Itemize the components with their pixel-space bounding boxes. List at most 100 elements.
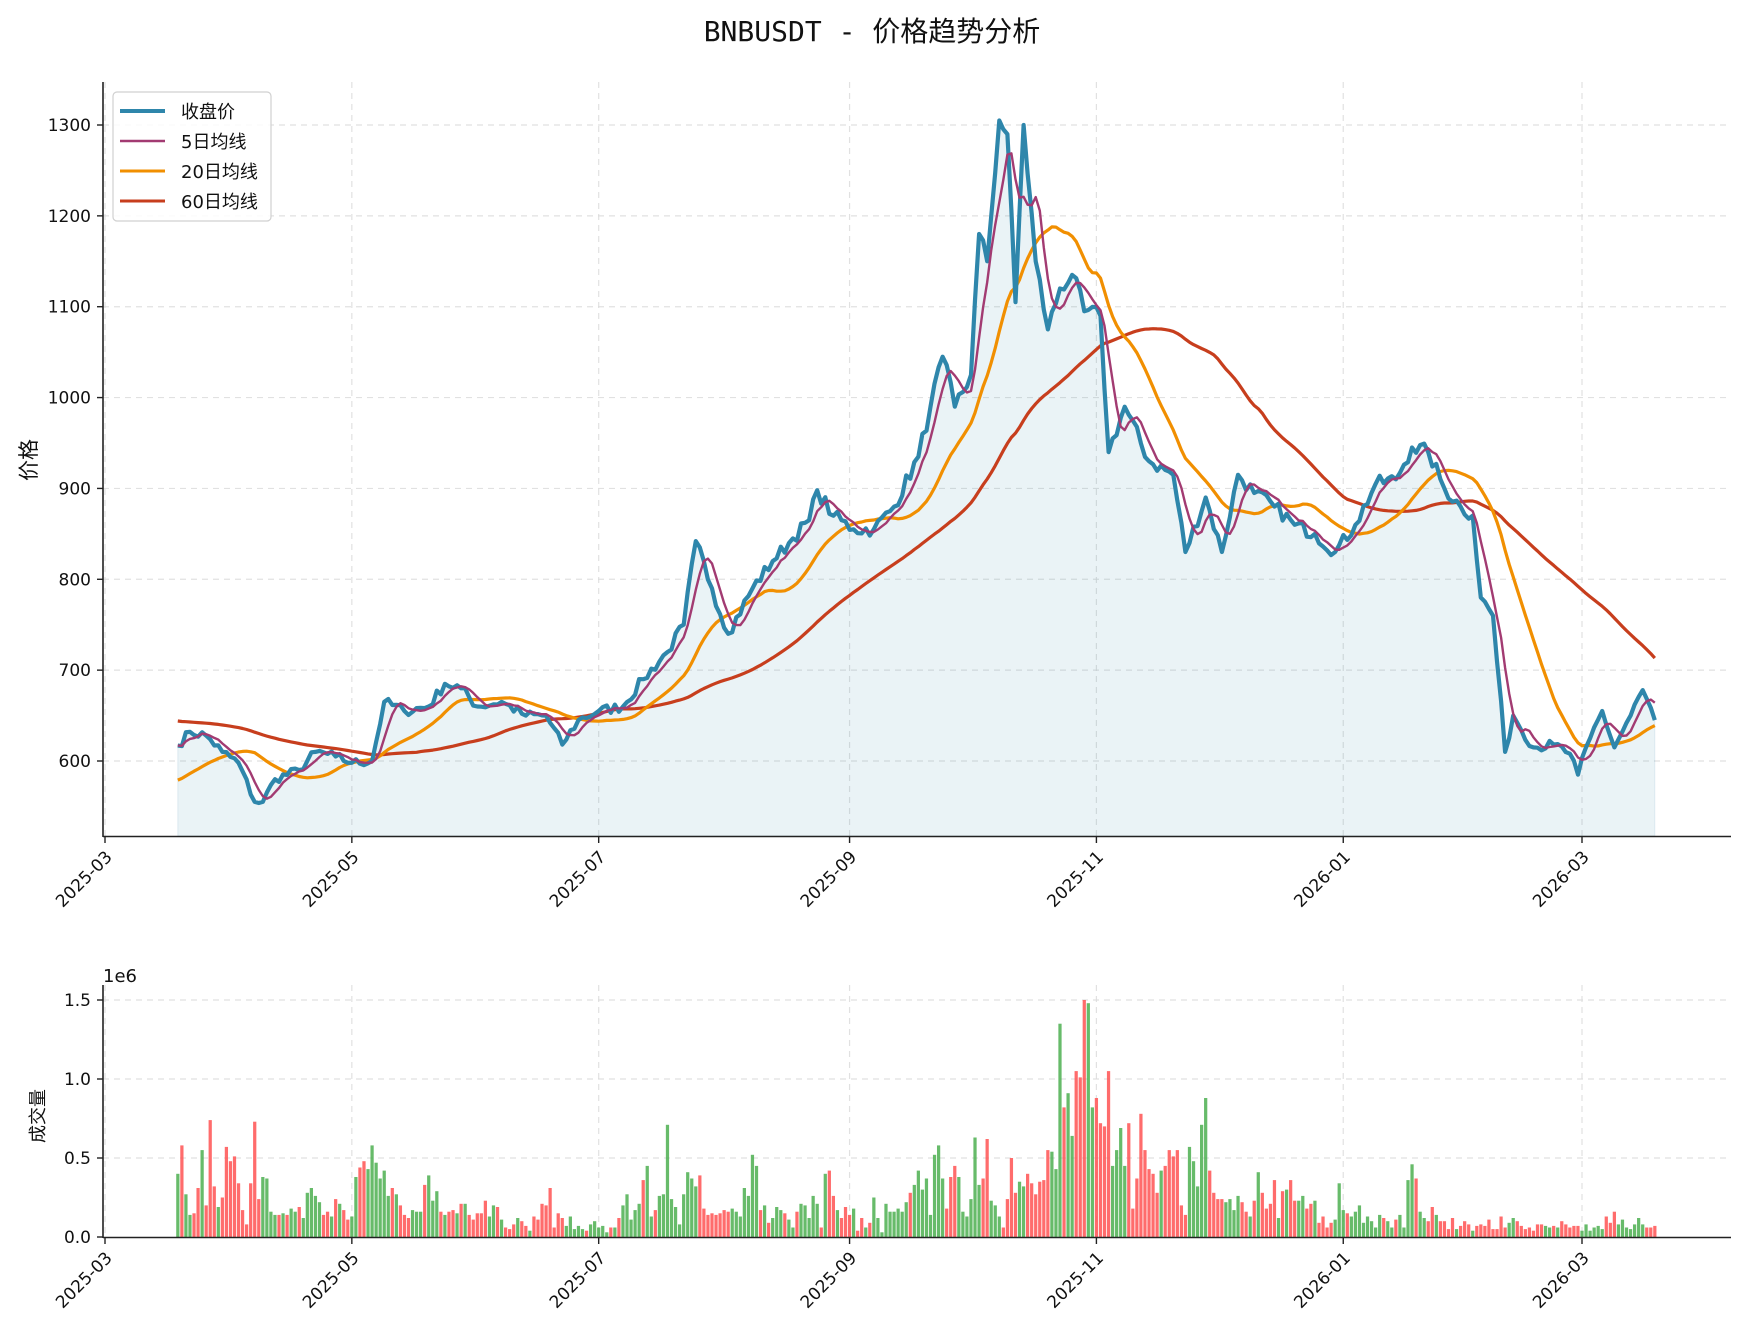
volume-bar xyxy=(228,1161,233,1237)
price-x-tick-label: 2026-03 xyxy=(1529,847,1593,911)
volume-bar xyxy=(1204,1098,1208,1237)
volume-bar xyxy=(1499,1216,1503,1237)
volume-bar xyxy=(475,1213,479,1237)
volume-bar xyxy=(188,1214,192,1237)
volume-bar xyxy=(884,1203,888,1237)
volume-bar xyxy=(1333,1219,1337,1237)
volume-bar xyxy=(1191,1161,1196,1237)
volume-bar xyxy=(815,1203,819,1237)
volume-bar xyxy=(657,1195,661,1237)
volume-bar xyxy=(702,1208,706,1237)
price-x-tick-label: 2025-09 xyxy=(797,847,861,911)
volume-bar xyxy=(1293,1200,1297,1237)
price-x-tick-label: 2025-07 xyxy=(546,847,610,911)
volume-bar xyxy=(1507,1222,1511,1237)
volume-bar xyxy=(1159,1170,1163,1237)
volume-bar xyxy=(1244,1211,1248,1237)
price-x-tick-label: 2026-01 xyxy=(1290,847,1354,911)
volume-y-tick-label: 1.5 xyxy=(64,991,91,1011)
volume-bar xyxy=(1276,1218,1281,1237)
volume-bar xyxy=(414,1211,419,1237)
volume-bar xyxy=(1289,1180,1293,1237)
volume-bar xyxy=(868,1222,872,1237)
volume-bar xyxy=(503,1227,508,1237)
volume-bar xyxy=(1584,1224,1588,1237)
volume-bar xyxy=(1090,1107,1094,1237)
volume-bar xyxy=(1568,1227,1572,1237)
volume-bar xyxy=(1131,1208,1135,1237)
volume-x-ticks: 2025-03 2025-05 2025-07 2025-09 2025-11 2026-… xyxy=(52,1238,1594,1313)
volume-bar xyxy=(1264,1208,1268,1237)
volume-bar xyxy=(1147,1169,1151,1237)
volume-bar xyxy=(957,1177,961,1237)
volume-bar xyxy=(1321,1216,1325,1237)
volume-bar xyxy=(762,1205,767,1237)
volume-bar xyxy=(1454,1229,1459,1237)
volume-bar xyxy=(1357,1205,1362,1237)
volume-bar xyxy=(253,1121,257,1237)
volume-bar xyxy=(544,1205,548,1237)
volume-bar xyxy=(1216,1199,1220,1237)
volume-bar xyxy=(799,1203,803,1237)
volume-bar xyxy=(682,1194,686,1237)
volume-bar xyxy=(661,1194,666,1237)
volume-bar xyxy=(1268,1203,1273,1237)
volume-bar xyxy=(706,1214,710,1237)
volume-bar xyxy=(309,1188,313,1237)
volume-bar xyxy=(398,1205,403,1237)
volume-bar xyxy=(1155,1192,1159,1237)
volume-bar xyxy=(827,1170,831,1237)
volume-bar xyxy=(1495,1229,1499,1237)
volume-bar xyxy=(1414,1178,1418,1237)
volume-bar xyxy=(953,1165,957,1237)
volume-bar xyxy=(1212,1192,1216,1237)
volume-x-tick-label: 2025-07 xyxy=(546,1248,610,1312)
volume-bar xyxy=(1305,1208,1309,1237)
price-y-tick-label: 600 xyxy=(59,752,91,772)
volume-bar xyxy=(576,1225,581,1237)
volume-bar xyxy=(928,1214,933,1237)
volume-bar xyxy=(1434,1214,1438,1237)
volume-bar xyxy=(455,1213,459,1237)
volume-bar xyxy=(738,1216,742,1237)
volume-bar xyxy=(313,1195,318,1237)
volume-bar xyxy=(499,1219,504,1237)
price-x-ticks: 2025-03 2025-05 2025-07 2025-09 2025-11 2026-… xyxy=(52,837,1594,912)
volume-bar xyxy=(1564,1224,1568,1237)
volume-bar xyxy=(949,1177,953,1237)
volume-bar xyxy=(1418,1211,1422,1237)
volume-bar xyxy=(1552,1225,1556,1237)
volume-bar xyxy=(540,1203,544,1237)
volume-bar xyxy=(904,1202,908,1237)
volume-bar xyxy=(451,1210,455,1237)
volume-bar xyxy=(1361,1222,1366,1237)
volume-bar xyxy=(613,1227,617,1237)
volume-bar xyxy=(601,1225,605,1237)
volume-bar xyxy=(435,1191,439,1237)
volume-bar xyxy=(1527,1227,1532,1237)
volume-y-tick-label: 0.5 xyxy=(64,1149,91,1169)
volume-bar xyxy=(633,1210,637,1237)
volume-bar xyxy=(920,1189,925,1237)
volume-bar xyxy=(208,1120,212,1237)
volume-bar xyxy=(580,1229,585,1237)
volume-bar xyxy=(495,1207,500,1237)
volume-bar xyxy=(1503,1227,1507,1237)
volume-bar xyxy=(520,1221,524,1237)
volume-bar xyxy=(584,1230,589,1237)
volume-bar xyxy=(694,1186,698,1237)
volume-bar xyxy=(1074,1071,1078,1237)
volume-bar xyxy=(916,1170,920,1237)
volume-bar xyxy=(621,1205,625,1237)
volume-bar xyxy=(1430,1207,1434,1237)
volume-bar xyxy=(560,1218,564,1237)
volume-bar xyxy=(1479,1224,1483,1237)
volume-bar xyxy=(588,1224,593,1237)
price-y-tick-label: 1000 xyxy=(48,389,91,409)
volume-bar xyxy=(1353,1211,1358,1237)
volume-bar xyxy=(1406,1180,1410,1237)
volume-bar xyxy=(1094,1098,1099,1237)
volume-bar xyxy=(876,1218,880,1237)
volume-bar xyxy=(419,1211,423,1237)
legend-item-ma20: 20日均线 xyxy=(120,162,258,183)
